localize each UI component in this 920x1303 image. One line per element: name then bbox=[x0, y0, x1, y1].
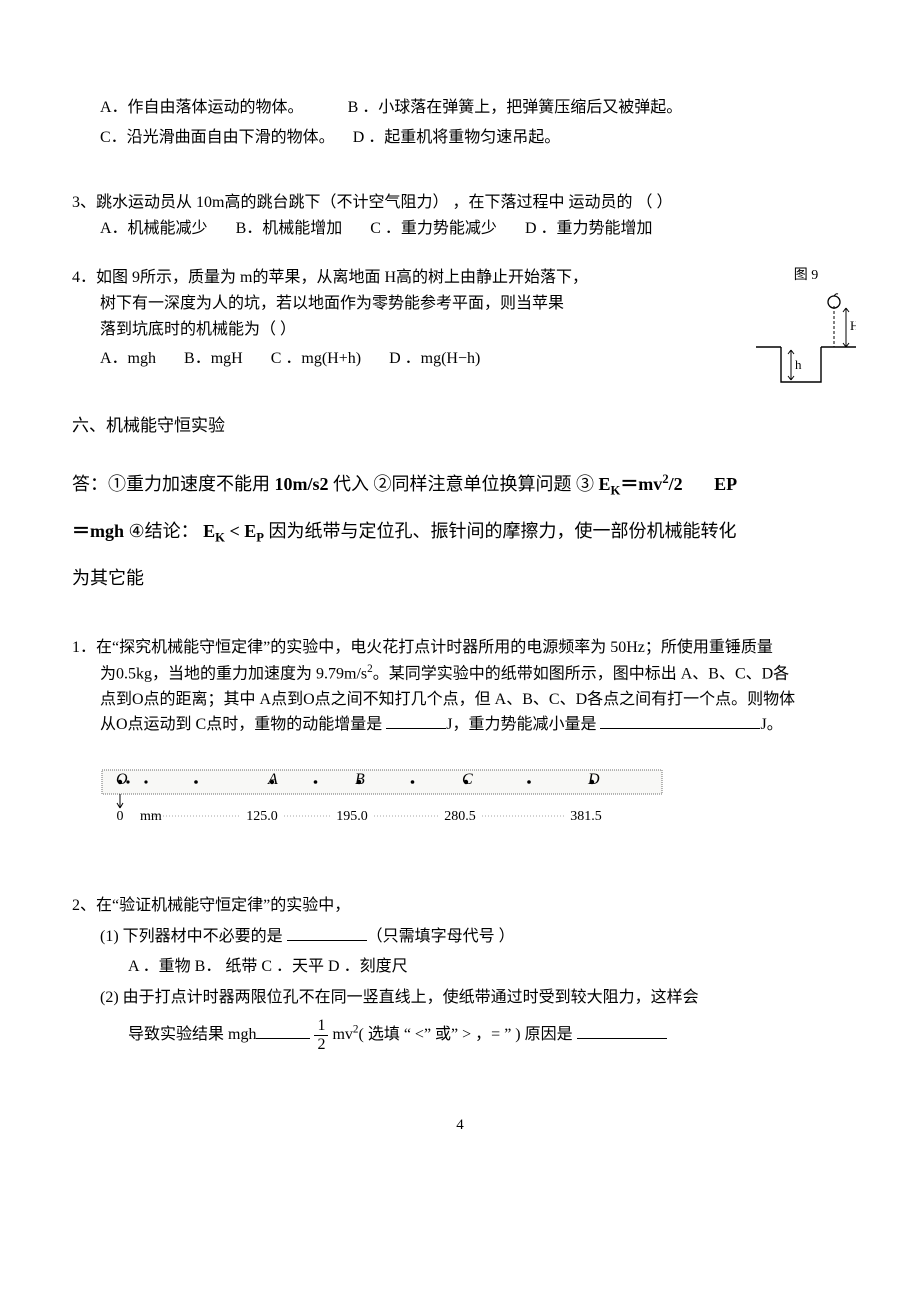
svg-text:O: O bbox=[116, 771, 128, 788]
ans-rel: EK < EP bbox=[203, 521, 264, 541]
page-number: 4 bbox=[72, 1113, 848, 1137]
exp-q2-sub2b: 导致实验结果 mgh 12 mv2( 选填 “ <” 或” > ，= ” ) 原… bbox=[128, 1017, 848, 1053]
blank-kinetic[interactable] bbox=[386, 713, 446, 729]
q4-opt-c: C ．mg(H+h) bbox=[271, 346, 361, 372]
blank-unnecessary[interactable] bbox=[287, 925, 367, 941]
q4-opts: A．mgh B．mgH C ．mg(H+h) D ．mg(H−h) bbox=[100, 346, 672, 372]
section-6-answer: 答：①重力加速度不能用 10m/s2 代入 ②同样注意单位换算问题 ③ EK＝m… bbox=[72, 461, 848, 601]
q2-line1: A．作自由落体运动的物体。 B ．小球落在弹簧上，把弹簧压缩后又被弹起。 bbox=[100, 95, 848, 121]
q2-opt-d: D ．起重机将重物匀速吊起。 bbox=[353, 129, 561, 146]
q4-line1: 4．如图 9所示，质量为 m的苹果，从离地面 H高的树上由静止开始落下， bbox=[72, 265, 672, 291]
svg-text:381.5: 381.5 bbox=[570, 809, 602, 824]
q4-opt-a: A．mgh bbox=[100, 346, 156, 372]
exp-q1-line2: 为0.5kg，当地的重力加速度为 9.79m/s2。某同学实验中的纸带如图所示，… bbox=[100, 661, 848, 687]
q2-line2: C．沿光滑曲面自由下滑的物体。 D ．起重机将重物匀速吊起。 bbox=[100, 125, 848, 151]
fig-h-label: h bbox=[795, 357, 802, 372]
q2-options: A．作自由落体运动的物体。 B ．小球落在弹簧上，把弹簧压缩后又被弹起。 C．沿… bbox=[72, 95, 848, 150]
ans-p2a: ＝mgh bbox=[72, 521, 124, 541]
mv2: mv2 bbox=[332, 1026, 358, 1043]
exp-q2-sub1: (1) 下列器材中不必要的是 （只需填字母代号 ） bbox=[100, 924, 848, 950]
figure-9: 图 9 H h bbox=[756, 265, 856, 391]
q2-opt-c: C．沿光滑曲面自由下滑的物体。 bbox=[100, 129, 335, 146]
q4-opt-d: D ．mg(H−h) bbox=[389, 346, 480, 372]
figure-9-label: 图 9 bbox=[756, 265, 856, 287]
q3-opt-d: D ．重力势能增加 bbox=[525, 216, 653, 242]
q3: 3、跳水运动员从 10m高的跳台跳下（不计空气阻力） ，在下落过程中 运动员的 … bbox=[72, 190, 848, 241]
ans-ep: EP bbox=[687, 474, 737, 494]
ans-p1b: 代入 ②同样注意单位换算问题 ③ bbox=[333, 474, 594, 494]
ruler-svg: O A B C D 0 125.0 195.0 280.5 381.5 mm bbox=[72, 766, 672, 844]
exp-q2-sub2: (2) 由于打点计时器两限位孔不在同一竖直线上，使纸带通过时受到较大阻力，这样会 bbox=[100, 985, 848, 1011]
svg-text:125.0: 125.0 bbox=[246, 809, 278, 824]
svg-text:D: D bbox=[587, 771, 600, 788]
blank-reason[interactable] bbox=[577, 1023, 667, 1039]
q3-opt-a: A．机械能减少 bbox=[100, 216, 208, 242]
q3-opts: A．机械能减少 B．机械能增加 C ．重力势能减少 D ．重力势能增加 bbox=[100, 216, 848, 242]
exp-q2-sub1-opts: A ．重物 B． 纸带 C ．天平 D ．刻度尺 bbox=[128, 954, 848, 980]
svg-text:A: A bbox=[267, 771, 278, 788]
svg-text:B: B bbox=[355, 771, 365, 788]
svg-text:mm: mm bbox=[140, 809, 162, 824]
q4-opt-b: B．mgH bbox=[184, 346, 243, 372]
q2-opt-b: B ．小球落在弹簧上，把弹簧压缩后又被弹起。 bbox=[348, 99, 683, 116]
figure-9-svg: H h bbox=[756, 292, 856, 392]
q3-opt-b: B．机械能增加 bbox=[236, 216, 343, 242]
exp-q1-line4: 从O点运动到 C点时，重物的动能增量是 J，重力势能减小量是 J。 bbox=[100, 712, 848, 738]
exp-q1-line3: 点到O点的距离；其中 A点到O点之间不知打几个点，但 A、B、C、D各点之间有打… bbox=[100, 687, 848, 713]
fig-H-label: H bbox=[850, 318, 856, 333]
q4: 4．如图 9所示，质量为 m的苹果，从离地面 H高的树上由静止开始落下， 树下有… bbox=[72, 265, 848, 371]
q3-stem: 3、跳水运动员从 10m高的跳台跳下（不计空气阻力） ，在下落过程中 运动员的 … bbox=[72, 190, 848, 216]
ans-p3: 为其它能 bbox=[72, 568, 144, 588]
ans-p2c: 因为纸带与定位孔、振针间的摩擦力，使一部份机械能转化 bbox=[268, 521, 736, 541]
exp-q1-line1: 1．在“探究机械能守恒定律”的实验中，电火花打点计时器所用的电源频率为 50Hz… bbox=[72, 635, 848, 661]
blank-potential[interactable] bbox=[600, 713, 760, 729]
section-6-title: 六、机械能守恒实验 bbox=[72, 412, 848, 439]
svg-text:195.0: 195.0 bbox=[336, 809, 368, 824]
ans-ek: EK＝mv2/2 bbox=[599, 474, 683, 494]
ruler-diagram: O A B C D 0 125.0 195.0 280.5 381.5 mm bbox=[72, 766, 848, 853]
q4-line3: 落到坑底时的机械能为（ ） bbox=[100, 317, 672, 343]
svg-text:C: C bbox=[462, 771, 473, 788]
svg-text:280.5: 280.5 bbox=[444, 809, 476, 824]
svg-text:0: 0 bbox=[117, 809, 124, 824]
ans-p2b: ④结论： bbox=[129, 521, 204, 541]
ans-prefix: 答：①重力加速度不能用 bbox=[72, 474, 275, 494]
fraction-half: 12 bbox=[314, 1017, 328, 1053]
q3-opt-c: C ．重力势能减少 bbox=[370, 216, 497, 242]
q4-line2: 树下有一深度为人的坑，若以地面作为零势能参考平面，则当苹果 bbox=[100, 291, 672, 317]
exp-q1: 1．在“探究机械能守恒定律”的实验中，电火花打点计时器所用的电源频率为 50Hz… bbox=[72, 635, 848, 738]
blank-compare[interactable] bbox=[256, 1023, 310, 1039]
q2-opt-a: A．作自由落体运动的物体。 bbox=[100, 99, 304, 116]
exp-q2-stem: 2、在“验证机械能守恒定律”的实验中， bbox=[72, 893, 848, 919]
exp-q2: 2、在“验证机械能守恒定律”的实验中， (1) 下列器材中不必要的是 （只需填字… bbox=[72, 893, 848, 1054]
ans-val: 10m/s2 bbox=[275, 474, 329, 494]
